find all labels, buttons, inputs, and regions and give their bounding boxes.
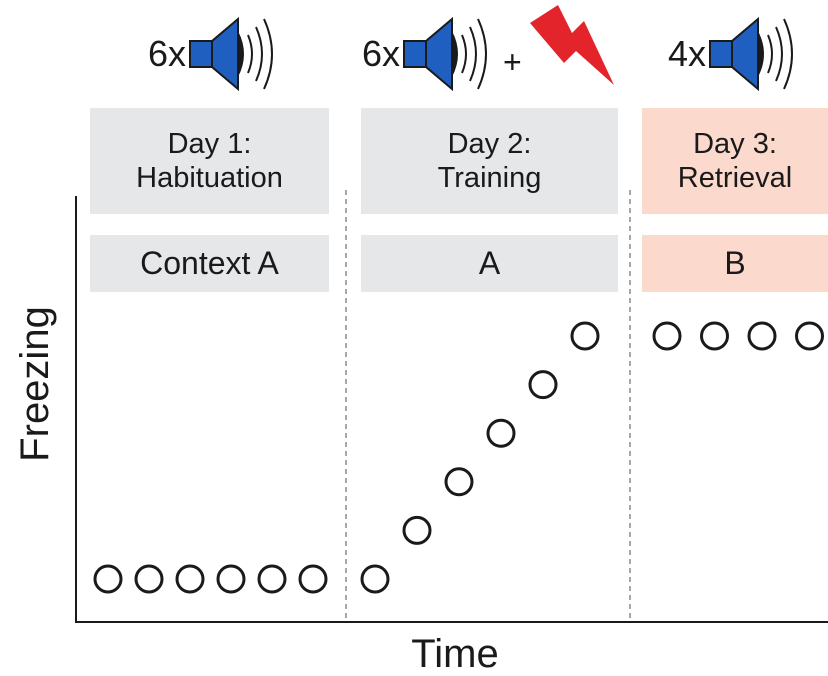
data-point <box>216 564 246 594</box>
phase-title-day2: Day 2: Training <box>361 108 618 214</box>
context-label-day1: Context A <box>90 235 329 292</box>
data-point <box>298 564 328 594</box>
phase-day-label: Day 1: <box>167 128 252 160</box>
speaker-icon <box>403 16 487 92</box>
data-point <box>652 321 682 351</box>
data-point <box>257 564 287 594</box>
phase-title-day3: Day 3: Retrieval <box>642 108 828 214</box>
data-point <box>528 370 558 400</box>
stimulus-row-day2: 6x + <box>362 4 618 104</box>
stimulus-row-day1: 6x <box>148 4 283 104</box>
speaker-icon <box>189 16 273 92</box>
data-point <box>444 467 474 497</box>
data-point <box>747 321 777 351</box>
speaker-icon <box>709 16 793 92</box>
stimulus-row-day3: 4x <box>668 4 803 104</box>
y-axis-label: Freezing <box>13 306 57 462</box>
phase-day-label: Day 2: <box>447 128 532 160</box>
phase-name-label: Retrieval <box>677 162 793 194</box>
x-axis-label: Time <box>411 632 499 676</box>
phase-title-day1: Day 1: Habituation <box>90 108 329 214</box>
data-point <box>93 564 123 594</box>
phase-name-label: Habituation <box>136 162 283 194</box>
stimulus-count: 4x <box>668 33 707 74</box>
data-point <box>700 321 729 351</box>
data-point <box>134 564 164 594</box>
data-point <box>175 564 205 594</box>
data-point <box>360 564 390 594</box>
lightning-bolt-icon <box>529 5 614 85</box>
data-point <box>402 515 432 545</box>
phase-day-label: Day 3: <box>693 128 777 160</box>
stimulus-count: 6x <box>362 33 401 74</box>
context-label-day3: B <box>642 235 828 292</box>
stimulus-count: 6x <box>148 33 187 74</box>
y-axis-label-wrap: Freezing <box>0 306 70 462</box>
phase-name-label: Training <box>437 162 542 194</box>
data-point <box>570 321 600 351</box>
data-point <box>795 321 824 351</box>
context-label-day2: A <box>361 235 618 292</box>
plus-sign: + <box>503 43 522 80</box>
data-points <box>93 321 824 594</box>
data-point <box>486 418 516 448</box>
